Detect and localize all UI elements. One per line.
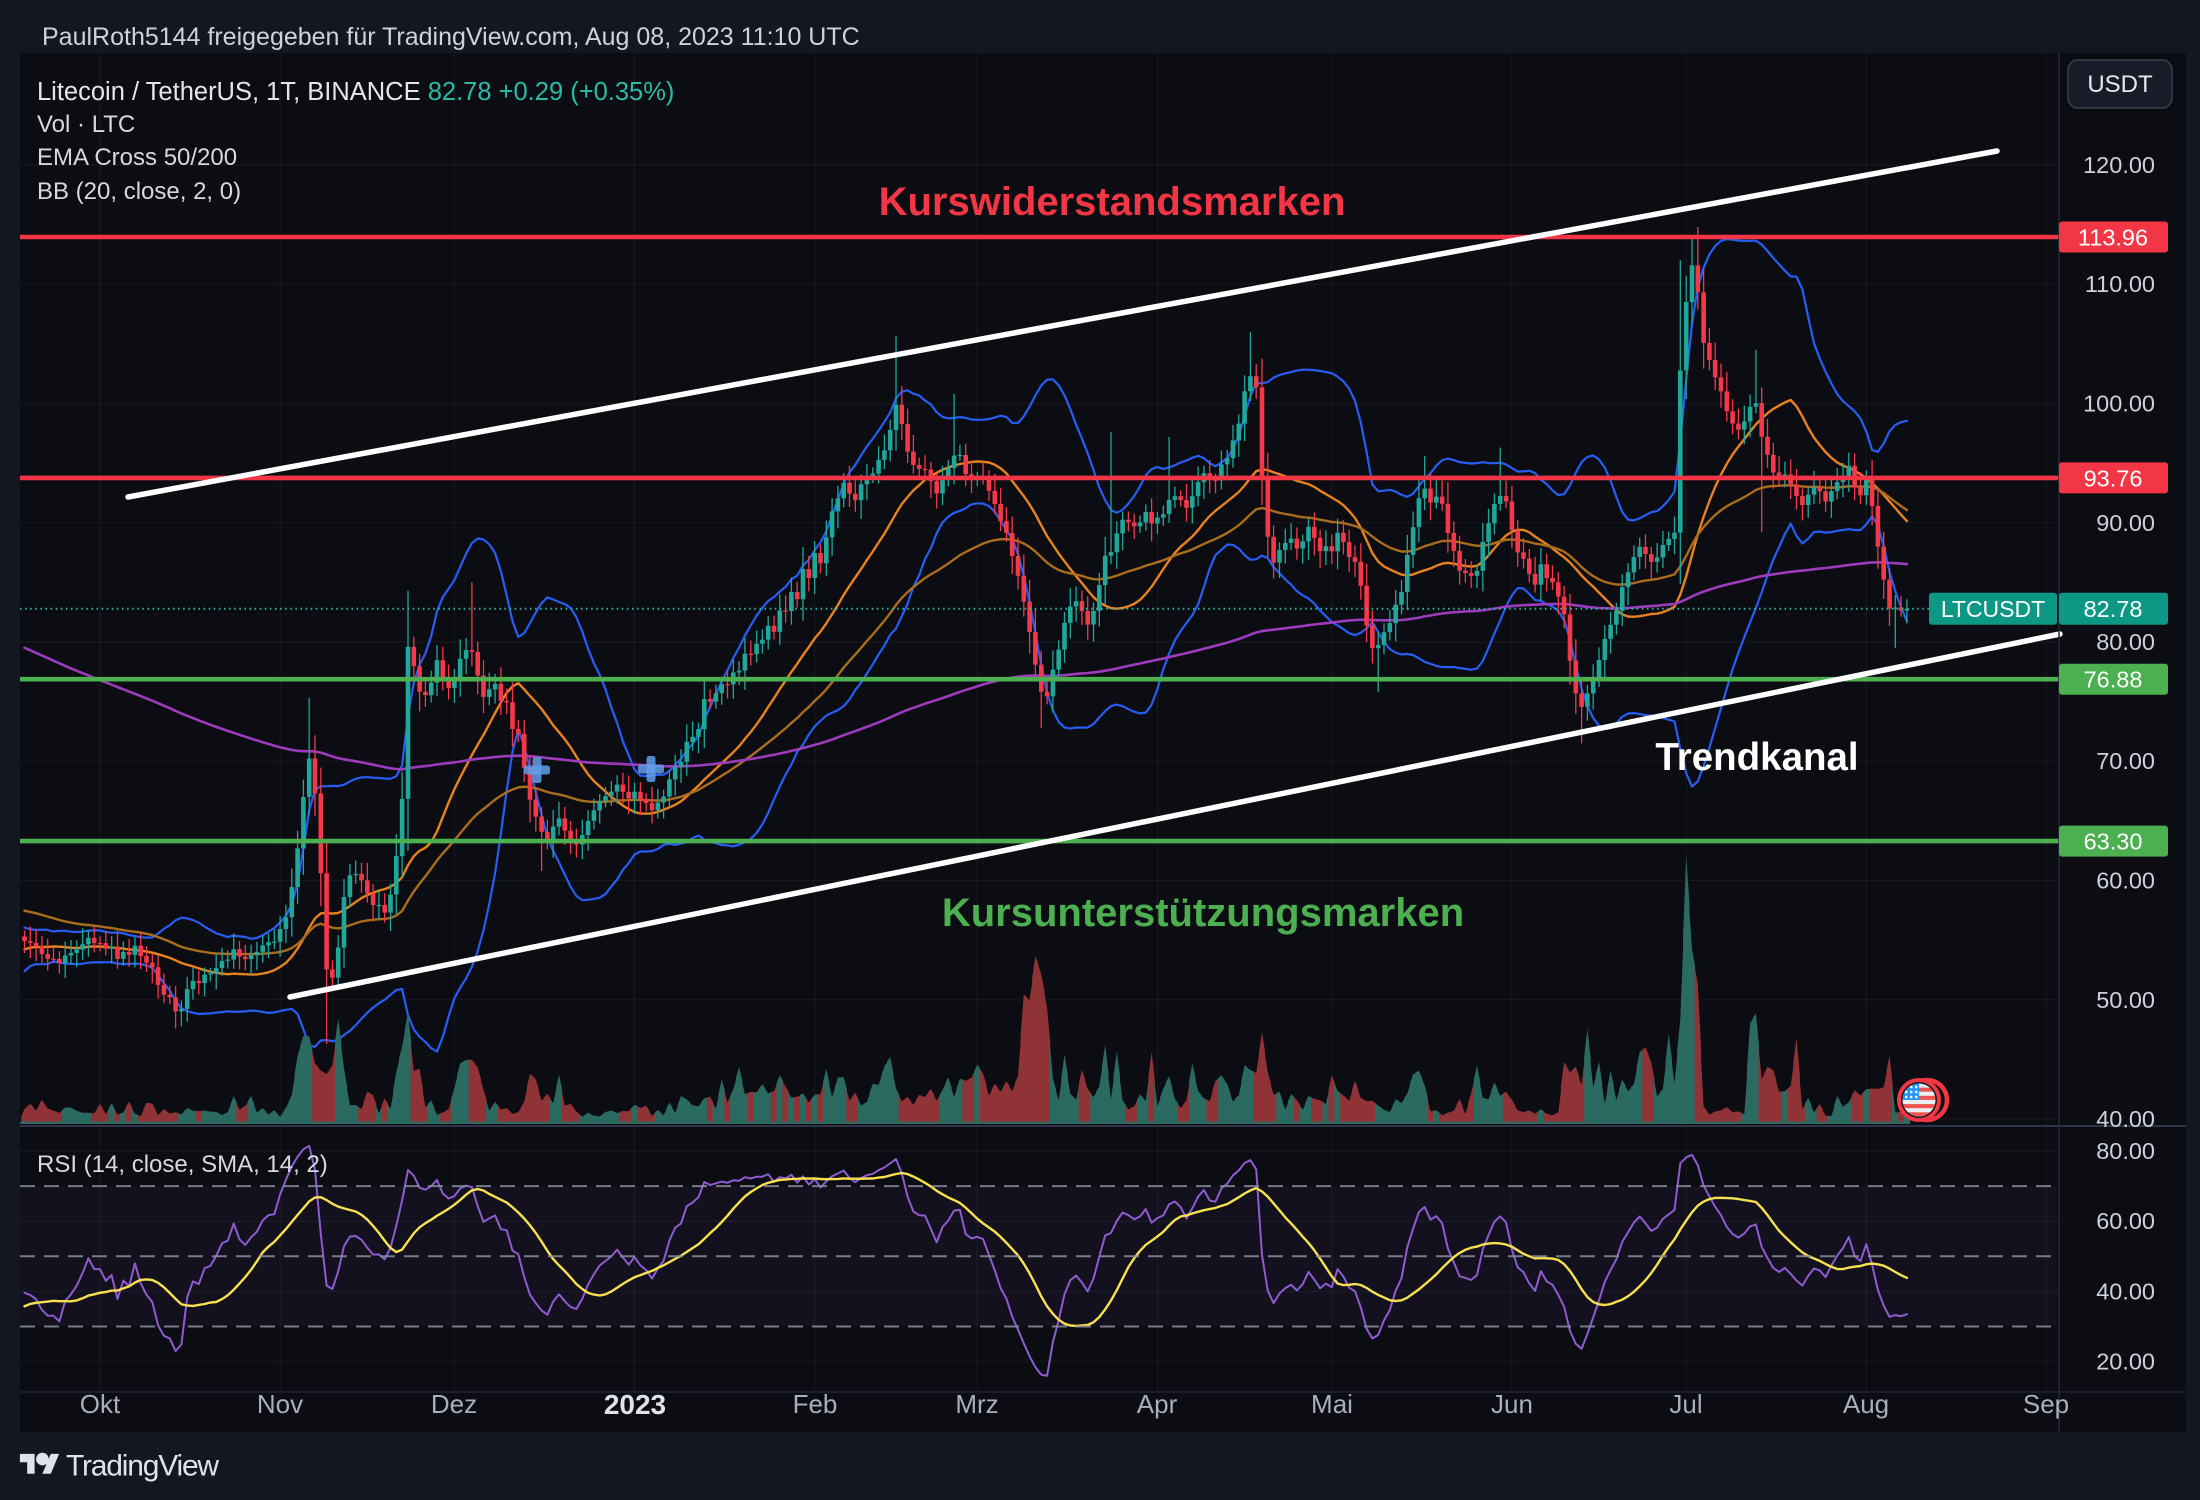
svg-text:TradingView: TradingView (66, 1450, 219, 1483)
svg-text:80.00: 80.00 (2096, 629, 2155, 655)
svg-text:Dez: Dez (431, 1389, 477, 1419)
svg-text:76.88: 76.88 (2084, 667, 2143, 693)
svg-text:60.00: 60.00 (2096, 1208, 2155, 1234)
svg-text:Jul: Jul (1669, 1389, 1702, 1419)
svg-text:Apr: Apr (1137, 1389, 1178, 1419)
svg-text:40.00: 40.00 (2096, 1106, 2155, 1132)
svg-text:113.96: 113.96 (2078, 225, 2148, 251)
svg-text:Nov: Nov (257, 1389, 303, 1419)
svg-text:Trendkanal: Trendkanal (1655, 736, 1858, 779)
svg-text:110.00: 110.00 (2085, 271, 2155, 297)
svg-text:100.00: 100.00 (2083, 391, 2155, 417)
svg-text:Kursunterstützungsmarken: Kursunterstützungsmarken (942, 891, 1464, 935)
svg-text:80.00: 80.00 (2096, 1138, 2155, 1164)
svg-text:Mai: Mai (1311, 1389, 1353, 1419)
svg-text:Vol · LTC: Vol · LTC (37, 111, 135, 138)
svg-text:Sep: Sep (2023, 1389, 2069, 1419)
svg-text:20.00: 20.00 (2096, 1349, 2155, 1375)
svg-text:120.00: 120.00 (2083, 152, 2155, 178)
svg-text:70.00: 70.00 (2096, 748, 2155, 774)
svg-text:63.30: 63.30 (2084, 829, 2143, 855)
svg-text:Mrz: Mrz (955, 1389, 998, 1419)
svg-text:EMA Cross 50/200: EMA Cross 50/200 (37, 144, 237, 171)
svg-text:USDT: USDT (2087, 71, 2153, 98)
svg-text:Kurswiderstandsmarken: Kurswiderstandsmarken (879, 180, 1346, 224)
svg-text:Okt: Okt (80, 1389, 121, 1419)
svg-text:90.00: 90.00 (2096, 510, 2155, 536)
svg-text:Feb: Feb (793, 1389, 838, 1419)
svg-text:BB (20, close, 2, 0): BB (20, close, 2, 0) (37, 178, 241, 205)
svg-text:Litecoin / TetherUS, 1T, BINAN: Litecoin / TetherUS, 1T, BINANCE 82.78 +… (37, 78, 674, 106)
svg-text:Jun: Jun (1491, 1389, 1533, 1419)
svg-text:LTCUSDT: LTCUSDT (1941, 596, 2045, 622)
svg-text:60.00: 60.00 (2096, 868, 2155, 894)
svg-text:RSI (14, close, SMA, 14, 2): RSI (14, close, SMA, 14, 2) (37, 1151, 328, 1178)
svg-text:50.00: 50.00 (2096, 987, 2155, 1013)
svg-text:40.00: 40.00 (2096, 1278, 2155, 1304)
svg-text:PaulRoth5144 freigegeben für T: PaulRoth5144 freigegeben für TradingView… (42, 23, 860, 51)
svg-text:Aug: Aug (1843, 1389, 1889, 1419)
svg-text:82.78: 82.78 (2084, 596, 2143, 622)
svg-text:93.76: 93.76 (2084, 465, 2143, 491)
svg-text:2023: 2023 (604, 1389, 666, 1420)
